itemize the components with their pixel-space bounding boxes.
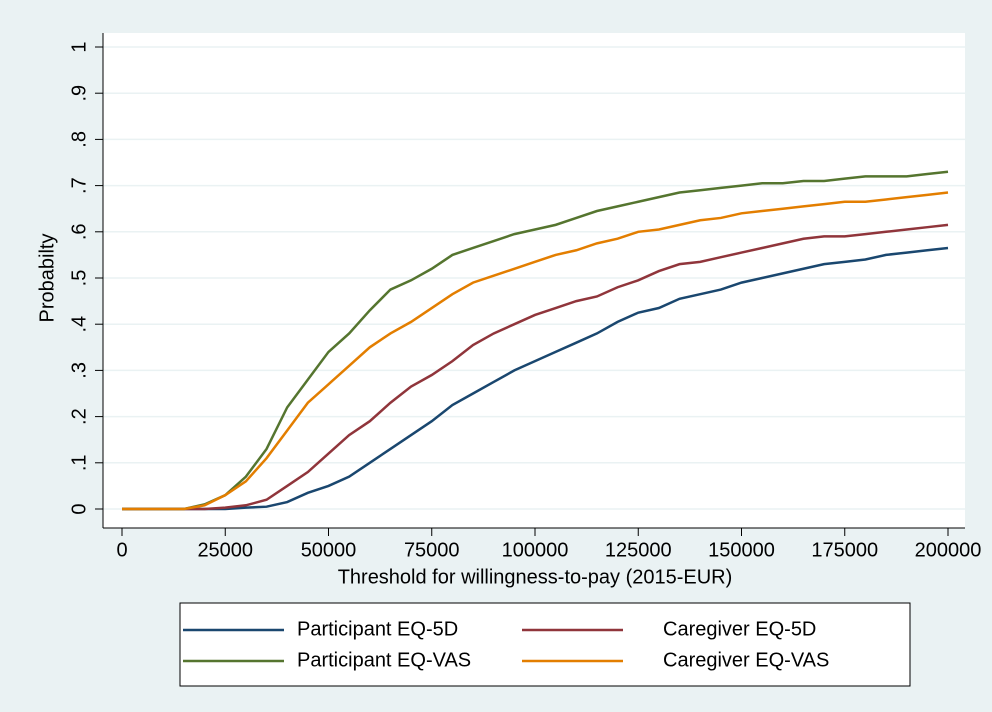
legend-label: Caregiver EQ-VAS: [663, 649, 829, 671]
y-tick-label: .5: [68, 270, 90, 287]
x-tick-label: 75000: [404, 539, 460, 561]
x-tick-label: 100000: [502, 539, 569, 561]
x-tick-label: 50000: [301, 539, 357, 561]
series-line: [122, 170, 949, 511]
series-line: [122, 246, 949, 511]
x-tick-label: 25000: [197, 539, 253, 561]
x-tick-label: 150000: [708, 539, 775, 561]
legend-label: Participant EQ-VAS: [297, 649, 471, 671]
y-tick-label: 1: [68, 41, 90, 52]
y-tick-label: .7: [68, 177, 90, 194]
x-tick-label: 125000: [605, 539, 672, 561]
legend-label: Caregiver EQ-5D: [663, 618, 816, 640]
y-tick-label: .2: [68, 408, 90, 425]
y-tick-label: .1: [68, 454, 90, 471]
x-tick-label: 175000: [811, 539, 878, 561]
series-line: [122, 191, 949, 511]
legend-box: [179, 602, 911, 687]
y-tick-label: .6: [68, 223, 90, 240]
plot-area: [103, 33, 965, 528]
y-tick-label: 0: [68, 503, 90, 514]
x-axis-title: Threshold for willingness-to-pay (2015-E…: [338, 566, 733, 588]
y-tick-label: .9: [68, 85, 90, 102]
y-tick-label: .3: [68, 362, 90, 379]
y-tick-label: .8: [68, 131, 90, 148]
y-axis-title: Probabilty: [36, 234, 58, 323]
y-tick-label: .4: [68, 316, 90, 333]
x-tick-label: 200000: [915, 539, 982, 561]
x-tick-label: 0: [116, 539, 127, 561]
series-line: [122, 223, 949, 511]
legend-label: Participant EQ-5D: [297, 618, 458, 640]
